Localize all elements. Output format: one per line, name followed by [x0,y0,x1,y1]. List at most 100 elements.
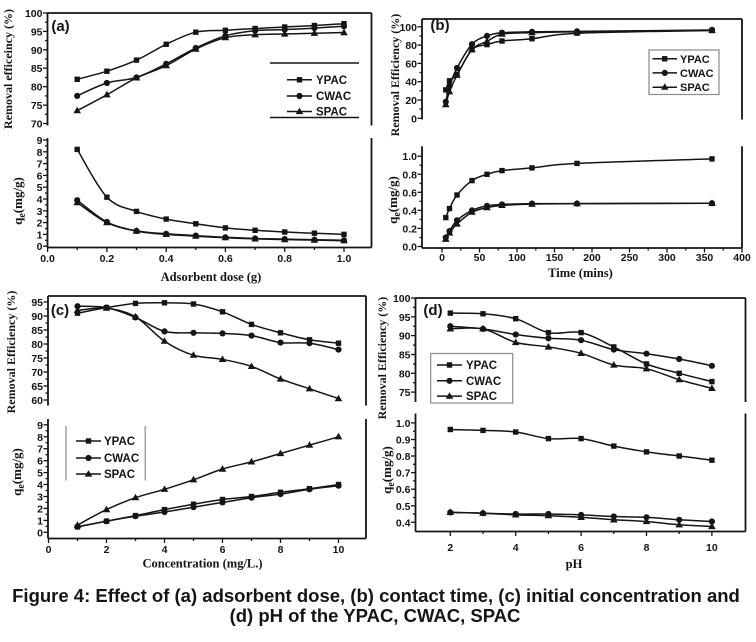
svg-text:70: 70 [31,367,43,379]
svg-text:Adsorbent dose (g): Adsorbent dose (g) [161,270,262,284]
svg-text:80: 80 [399,368,411,380]
svg-text:0.7: 0.7 [396,468,411,480]
svg-text:SPAC: SPAC [316,107,347,119]
svg-text:(b): (b) [430,17,449,34]
svg-text:4: 4 [162,544,168,556]
svg-text:0.4: 0.4 [396,517,411,529]
svg-text:pH: pH [566,557,583,571]
svg-text:(d) pH of the YPAC, CWAC, SPAC: (d) pH of the YPAC, CWAC, SPAC [230,605,521,626]
svg-text:85: 85 [31,63,43,75]
svg-text:Removal Efficiency (%): Removal Efficiency (%) [388,14,402,137]
svg-text:90: 90 [31,311,43,323]
svg-text:200: 200 [583,252,601,264]
svg-text:6: 6 [220,544,226,556]
svg-text:70: 70 [31,119,43,131]
svg-text:0.4: 0.4 [402,205,417,217]
svg-text:150: 150 [546,252,564,264]
svg-text:0: 0 [37,241,43,253]
svg-text:10: 10 [333,544,345,556]
svg-text:1.0: 1.0 [337,253,352,265]
svg-text:CWAC: CWAC [316,91,351,103]
svg-text:YPAC: YPAC [466,360,497,372]
svg-text:85: 85 [399,350,411,362]
svg-text:0.4: 0.4 [159,253,174,265]
svg-text:SPAC: SPAC [104,469,135,481]
svg-text:20: 20 [405,95,417,107]
svg-text:0.8: 0.8 [277,253,292,265]
svg-text:CWAC: CWAC [680,68,714,80]
svg-text:8: 8 [644,542,650,554]
svg-text:0.8: 0.8 [402,169,417,181]
svg-text:90: 90 [399,331,411,343]
svg-text:80: 80 [405,40,417,52]
svg-text:95: 95 [31,297,43,309]
svg-text:75: 75 [399,387,411,399]
svg-text:80: 80 [31,339,43,351]
svg-text:75: 75 [31,353,43,365]
svg-text:SPAC: SPAC [466,391,497,403]
svg-text:6: 6 [37,456,43,468]
svg-text:1: 1 [37,515,43,527]
svg-text:40: 40 [405,77,417,89]
svg-text:80: 80 [31,82,43,94]
svg-text:95: 95 [399,312,411,324]
svg-text:9: 9 [37,135,43,147]
svg-text:75: 75 [31,100,43,112]
svg-text:3: 3 [37,492,43,504]
svg-text:(d): (d) [423,302,442,319]
svg-text:100: 100 [393,293,411,305]
svg-text:YPAC: YPAC [104,436,135,448]
svg-text:100: 100 [508,252,526,264]
svg-text:90: 90 [31,45,43,57]
svg-text:Time (mins): Time (mins) [548,266,613,280]
svg-text:qe(mg/g): qe(mg/g) [385,176,403,224]
svg-text:2: 2 [447,542,453,554]
svg-text:5: 5 [37,468,43,480]
svg-text:0.2: 0.2 [402,223,417,235]
svg-text:4: 4 [37,480,43,492]
svg-text:95: 95 [31,26,43,38]
svg-text:9: 9 [37,420,43,432]
svg-text:0.5: 0.5 [396,501,411,513]
svg-text:0: 0 [46,544,52,556]
svg-text:5: 5 [37,182,43,194]
svg-text:100: 100 [399,22,417,34]
svg-text:1: 1 [37,229,43,241]
svg-text:50: 50 [474,252,486,264]
svg-text:6: 6 [37,170,43,182]
svg-text:Concentration (mg/L.): Concentration (mg/L.) [142,557,262,571]
svg-text:(c): (c) [51,302,69,319]
svg-text:250: 250 [621,252,639,264]
svg-text:10: 10 [706,542,718,554]
svg-text:0.6: 0.6 [396,484,411,496]
svg-text:2: 2 [104,544,110,556]
svg-text:65: 65 [31,381,43,393]
svg-text:SPAC: SPAC [680,82,710,94]
svg-text:qe(mg/g): qe(mg/g) [9,448,27,496]
svg-text:7: 7 [37,444,43,456]
svg-text:400: 400 [733,252,751,264]
svg-text:8: 8 [278,544,284,556]
svg-text:Removal Efficiency (%): Removal Efficiency (%) [375,297,389,420]
svg-text:100: 100 [25,8,43,20]
svg-text:8: 8 [37,432,43,444]
svg-text:0: 0 [439,252,445,264]
svg-text:60: 60 [31,395,43,407]
svg-text:0.9: 0.9 [396,435,411,447]
svg-text:Removal efficeincy (%): Removal efficeincy (%) [1,9,15,129]
svg-text:85: 85 [31,325,43,337]
svg-text:CWAC: CWAC [104,453,139,465]
svg-text:4: 4 [37,194,43,206]
svg-text:8: 8 [37,147,43,159]
svg-text:qe(mg/g): qe(mg/g) [10,177,28,225]
svg-text:7: 7 [37,159,43,171]
svg-text:0.6: 0.6 [402,187,417,199]
svg-text:qe(mg/g): qe(mg/g) [379,446,397,494]
svg-text:CWAC: CWAC [466,376,501,388]
svg-text:0.2: 0.2 [100,253,115,265]
svg-text:0.6: 0.6 [218,253,233,265]
svg-text:0: 0 [37,527,43,539]
svg-text:6: 6 [578,542,584,554]
svg-text:350: 350 [696,252,714,264]
svg-text:0.0: 0.0 [402,242,417,254]
